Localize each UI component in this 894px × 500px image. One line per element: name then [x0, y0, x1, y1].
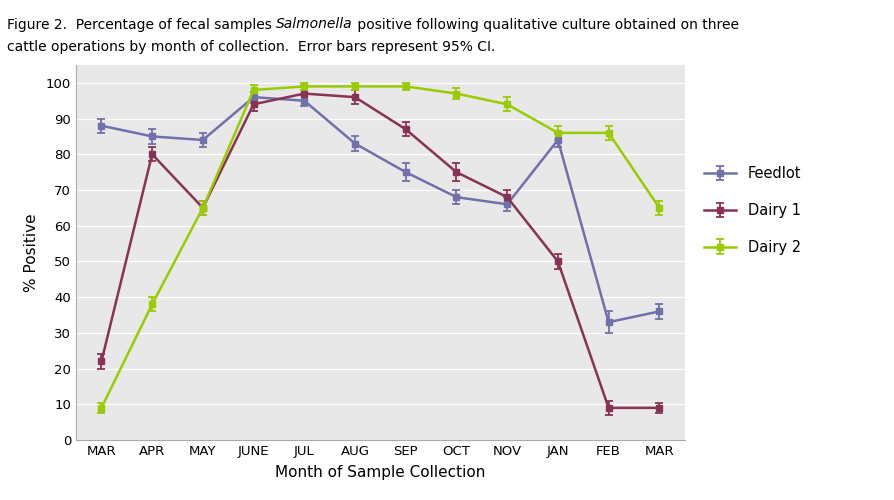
Text: cattle operations by month of collection.  Error bars represent 95% CI.: cattle operations by month of collection… — [7, 40, 495, 54]
X-axis label: Month of Sample Collection: Month of Sample Collection — [274, 465, 485, 480]
Text: Salmonella: Salmonella — [276, 18, 352, 32]
Text: positive following qualitative culture obtained on three: positive following qualitative culture o… — [352, 18, 738, 32]
Legend: Feedlot, Dairy 1, Dairy 2: Feedlot, Dairy 1, Dairy 2 — [704, 166, 800, 255]
Text: Figure 2.  Percentage of fecal samples: Figure 2. Percentage of fecal samples — [7, 18, 276, 32]
Y-axis label: % Positive: % Positive — [24, 213, 39, 292]
